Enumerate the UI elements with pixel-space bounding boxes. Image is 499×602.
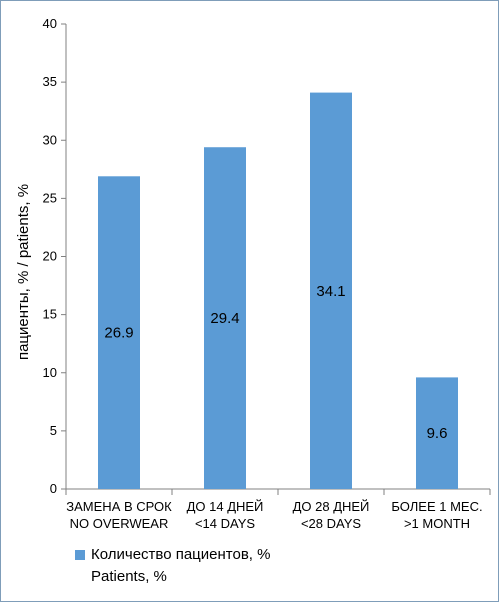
y-tick-label: 20 [43, 249, 57, 264]
x-axis: ЗАМЕНА В СРОК NO OVERWEAR ДО 14 ДНЕЙ <14 DA… [65, 488, 491, 531]
x-category-label: <14 DAYS [195, 516, 255, 531]
y-tick-label: 40 [43, 16, 57, 31]
y-tick-label: 5 [50, 423, 57, 438]
legend-swatch [75, 550, 85, 560]
data-label: 26.9 [104, 325, 133, 342]
y-tick-label: 10 [43, 365, 57, 380]
y-axis-title: пациенты, % / patients, % [15, 184, 32, 360]
bar [98, 176, 140, 489]
data-label: 29.4 [210, 310, 239, 327]
bar [204, 147, 246, 489]
y-axis: 0 5 10 15 20 25 30 35 40 [43, 16, 67, 496]
data-label: 9.6 [427, 425, 448, 442]
x-category-label: NO OVERWEAR [70, 516, 169, 531]
y-tick-label: 25 [43, 190, 57, 205]
legend-label: Количество пациентов, % Patients, % [91, 544, 270, 588]
x-category-label: БОЛЕЕ 1 МЕС. [391, 499, 482, 514]
x-category-label: ДО 14 ДНЕЙ [187, 499, 264, 514]
bars [98, 92, 458, 490]
legend-label-line: Количество пациентов, % [91, 546, 271, 563]
y-tick-label: 30 [43, 132, 57, 147]
x-category-label: ДО 28 ДНЕЙ [293, 499, 370, 514]
data-label: 34.1 [316, 283, 345, 300]
x-category-label: >1 MONTH [404, 516, 470, 531]
x-category-label: <28 DAYS [301, 516, 361, 531]
x-category-label: ЗАМЕНА В СРОК [66, 499, 172, 514]
legend-label-line: Patients, % [91, 568, 167, 585]
bar [416, 377, 458, 489]
y-tick-label: 15 [43, 307, 57, 322]
y-tick-label: 0 [50, 481, 57, 496]
y-tick-label: 35 [43, 74, 57, 89]
data-labels: 26.9 29.4 34.1 9.6 [104, 283, 447, 442]
bar [310, 92, 352, 490]
